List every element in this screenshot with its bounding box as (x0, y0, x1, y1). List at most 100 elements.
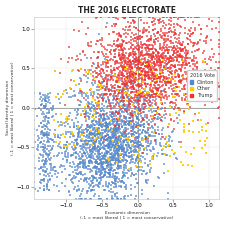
Point (124, 135, 128, 139)
Point (101, 119, 105, 122)
Point (86, 124, 89, 127)
Point (41, 145, 45, 148)
Point (61, 123, 64, 126)
Point (155, 142, 158, 146)
Point (114, 135, 118, 139)
Point (195, 15, 199, 18)
Point (126, 64, 129, 68)
Point (128, 77, 132, 81)
Point (167, 31, 171, 34)
Point (100, 96, 104, 100)
Point (204, 40, 208, 43)
Point (132, 102, 136, 105)
Point (160, 152, 164, 156)
Point (104, 144, 108, 147)
Point (95, 160, 99, 163)
Point (161, 56, 165, 60)
Point (109, 119, 113, 122)
Point (180, 58, 184, 62)
Point (91, 128, 95, 131)
Point (111, 119, 114, 122)
Point (143, 93, 147, 97)
Point (117, 156, 121, 159)
Point (117, 167, 120, 171)
Point (74, 138, 77, 142)
Point (116, 59, 119, 63)
Point (103, 168, 107, 171)
Point (121, 103, 125, 107)
Point (104, 99, 108, 103)
Point (170, 70, 174, 73)
Point (135, 46, 138, 50)
Point (132, 33, 136, 36)
Point (44, 157, 48, 161)
Point (169, 20, 173, 23)
Point (79, 130, 82, 134)
Point (149, 67, 152, 71)
Point (135, 71, 138, 75)
Point (147, 99, 150, 102)
Point (144, 66, 147, 69)
Point (119, 35, 123, 39)
Point (40, 102, 43, 106)
Point (146, 52, 149, 55)
Point (45, 153, 49, 157)
Point (159, 44, 162, 47)
Point (204, 41, 208, 44)
Point (148, 86, 151, 89)
Point (127, 151, 131, 155)
Point (104, 118, 107, 122)
Point (153, 57, 157, 61)
Point (136, 125, 140, 129)
Point (106, 61, 109, 64)
Point (191, 44, 195, 47)
Point (100, 136, 103, 139)
Point (162, 75, 165, 79)
Point (124, 31, 128, 35)
Point (130, 67, 134, 70)
Point (177, 86, 180, 89)
Point (104, 122, 108, 126)
Point (42, 188, 46, 192)
Point (191, 20, 195, 24)
Point (122, 120, 126, 123)
Point (136, 136, 139, 140)
Point (127, 108, 131, 112)
Point (117, 92, 121, 95)
Point (106, 142, 110, 146)
Point (130, 122, 133, 125)
Point (179, 160, 183, 164)
Point (146, 90, 149, 94)
Point (121, 171, 125, 175)
Point (79, 197, 83, 201)
Point (159, 89, 163, 92)
Point (139, 109, 142, 112)
Point (97, 127, 101, 130)
Point (111, 122, 115, 125)
Point (94, 161, 97, 164)
Point (134, 144, 138, 148)
Point (201, 77, 205, 81)
Point (42, 105, 46, 108)
Point (39, 167, 43, 170)
Point (117, 140, 121, 144)
Point (117, 112, 120, 116)
Point (79, 126, 82, 130)
Point (128, 167, 131, 171)
Point (135, 95, 139, 99)
Point (92, 148, 95, 151)
Point (106, 77, 109, 80)
Point (112, 92, 116, 96)
Point (105, 124, 109, 127)
Point (132, 73, 135, 77)
Point (189, 15, 192, 18)
Point (75, 155, 78, 158)
Point (49, 106, 52, 110)
Point (140, 105, 144, 108)
Point (85, 148, 88, 152)
Point (130, 134, 134, 138)
Point (143, 53, 147, 56)
Point (78, 76, 81, 80)
Point (111, 142, 115, 146)
Point (74, 117, 77, 120)
